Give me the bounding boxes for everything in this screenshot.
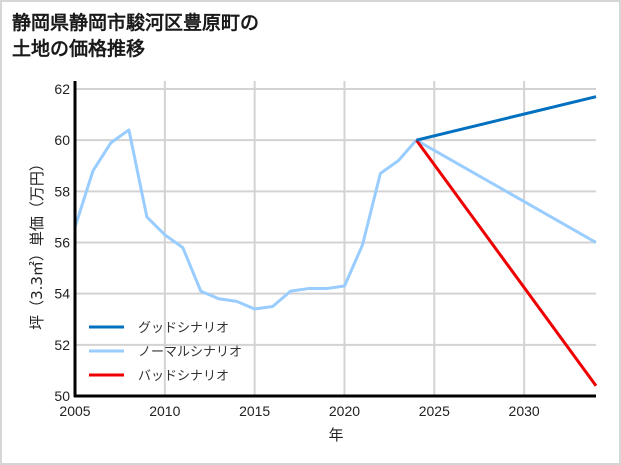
legend-label: ノーマルシナリオ	[138, 345, 242, 360]
x-tick-label: 2005	[59, 403, 90, 419]
y-tick-label: 58	[54, 183, 70, 199]
x-tick-label: 2015	[239, 403, 270, 419]
chart-title-line-2: 土地の価格推移	[12, 38, 146, 60]
data-series	[73, 95, 598, 387]
legend-label: バッドシナリオ	[138, 369, 229, 384]
chart-title-line-1: 静岡県静岡市駿河区豊原町の	[12, 12, 260, 34]
y-tick-label: 56	[54, 235, 70, 251]
y-tick-label: 52	[54, 337, 70, 353]
legend-label: グッドシナリオ	[138, 321, 229, 336]
y-tick-label: 62	[54, 81, 70, 97]
y-tick-label: 60	[54, 132, 70, 148]
x-tick-label: 2025	[419, 403, 450, 419]
y-tick-label: 54	[54, 286, 70, 302]
chart-title: 静岡県静岡市駿河区豊原町の 土地の価格推移	[12, 10, 259, 62]
y-tick-label: 50	[54, 388, 70, 404]
x-tick-label: 2030	[509, 403, 540, 419]
axes	[73, 81, 596, 398]
x-tick-label: 2010	[149, 403, 180, 419]
series-line	[415, 138, 597, 244]
x-axis-label: 年	[328, 426, 343, 444]
series-line	[415, 95, 597, 142]
y-axis-label: 坪（3.3㎡）単価（万円）	[28, 156, 46, 330]
x-tick-label: 2020	[329, 403, 360, 419]
series-line	[73, 128, 418, 311]
series-line	[415, 139, 598, 387]
tick-labels: 50 52 54 56 58 60 62 2005 2010 2015 2020 2025 2030	[54, 81, 539, 419]
